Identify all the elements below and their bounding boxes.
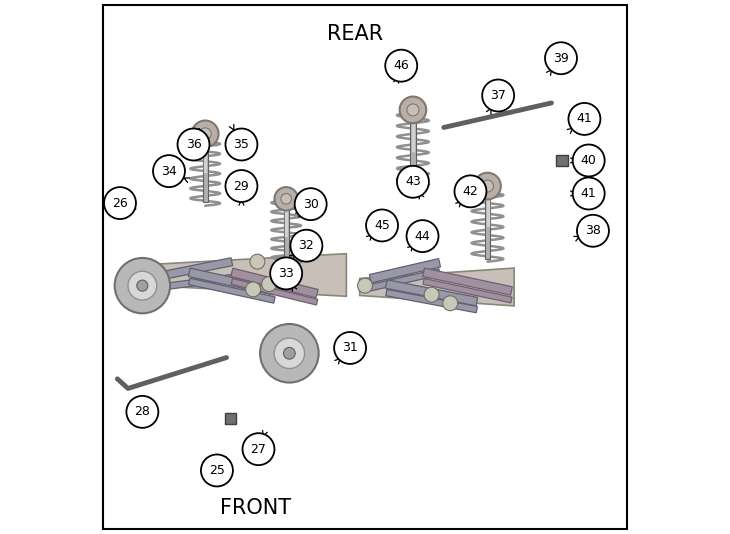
Polygon shape [188, 268, 275, 295]
Circle shape [545, 42, 577, 74]
Text: 36: 36 [185, 138, 201, 151]
Circle shape [201, 454, 233, 486]
Circle shape [261, 277, 277, 292]
Circle shape [334, 332, 366, 364]
Circle shape [295, 188, 326, 220]
Circle shape [407, 104, 419, 116]
Circle shape [260, 324, 319, 382]
Circle shape [281, 193, 291, 204]
Text: 29: 29 [234, 179, 250, 193]
Circle shape [250, 254, 265, 269]
FancyBboxPatch shape [226, 413, 236, 424]
Text: 30: 30 [303, 198, 318, 210]
Circle shape [407, 220, 439, 252]
Circle shape [115, 258, 170, 313]
Circle shape [274, 187, 298, 210]
Circle shape [399, 97, 426, 123]
Circle shape [153, 155, 185, 187]
Circle shape [274, 338, 304, 368]
Text: 28: 28 [134, 405, 150, 418]
Text: 25: 25 [209, 464, 225, 477]
Circle shape [573, 145, 604, 176]
Polygon shape [151, 258, 233, 281]
Text: 43: 43 [405, 175, 420, 189]
FancyBboxPatch shape [410, 116, 415, 183]
Circle shape [226, 129, 258, 161]
Circle shape [482, 180, 493, 192]
Text: 46: 46 [393, 59, 409, 72]
Text: 31: 31 [342, 341, 358, 355]
Text: 37: 37 [491, 89, 506, 102]
Circle shape [199, 128, 211, 140]
Text: 42: 42 [463, 185, 478, 198]
Text: 27: 27 [250, 443, 266, 456]
Polygon shape [369, 269, 440, 291]
Text: 41: 41 [581, 187, 596, 200]
Circle shape [177, 129, 210, 161]
Circle shape [385, 50, 418, 82]
Circle shape [283, 348, 295, 359]
Text: 45: 45 [374, 219, 390, 232]
Text: 35: 35 [234, 138, 250, 151]
Polygon shape [231, 279, 318, 305]
FancyBboxPatch shape [202, 140, 208, 202]
Circle shape [242, 433, 274, 465]
Text: REAR: REAR [327, 23, 383, 44]
Circle shape [443, 296, 458, 311]
Polygon shape [423, 279, 512, 303]
Polygon shape [134, 254, 346, 296]
Circle shape [126, 396, 158, 428]
Polygon shape [231, 268, 318, 298]
Circle shape [573, 177, 604, 209]
Polygon shape [360, 268, 514, 306]
Circle shape [358, 278, 372, 293]
Text: 26: 26 [112, 197, 128, 209]
Circle shape [366, 209, 398, 241]
Text: 34: 34 [161, 164, 177, 178]
Text: 32: 32 [299, 239, 315, 252]
FancyBboxPatch shape [283, 206, 289, 264]
Circle shape [226, 170, 258, 202]
Polygon shape [369, 258, 440, 283]
Text: 38: 38 [585, 224, 601, 237]
Polygon shape [385, 280, 477, 306]
Polygon shape [152, 274, 232, 292]
FancyBboxPatch shape [485, 192, 490, 259]
Circle shape [577, 215, 609, 247]
Circle shape [192, 121, 218, 147]
Text: 40: 40 [581, 154, 596, 167]
Text: 41: 41 [577, 113, 592, 125]
Circle shape [569, 103, 600, 135]
Circle shape [137, 280, 148, 291]
Circle shape [455, 175, 486, 207]
Circle shape [474, 172, 501, 199]
Circle shape [104, 187, 136, 219]
Polygon shape [385, 289, 477, 313]
Circle shape [128, 271, 157, 300]
Circle shape [483, 80, 514, 112]
FancyBboxPatch shape [556, 155, 568, 166]
Circle shape [270, 257, 302, 289]
Polygon shape [423, 268, 512, 295]
Text: 44: 44 [415, 230, 431, 242]
Circle shape [246, 282, 261, 297]
Text: FRONT: FRONT [220, 498, 291, 518]
Circle shape [397, 166, 429, 198]
Circle shape [291, 230, 323, 262]
Circle shape [424, 287, 439, 302]
Polygon shape [188, 278, 275, 303]
Text: 33: 33 [278, 267, 294, 280]
Text: 39: 39 [553, 52, 569, 65]
